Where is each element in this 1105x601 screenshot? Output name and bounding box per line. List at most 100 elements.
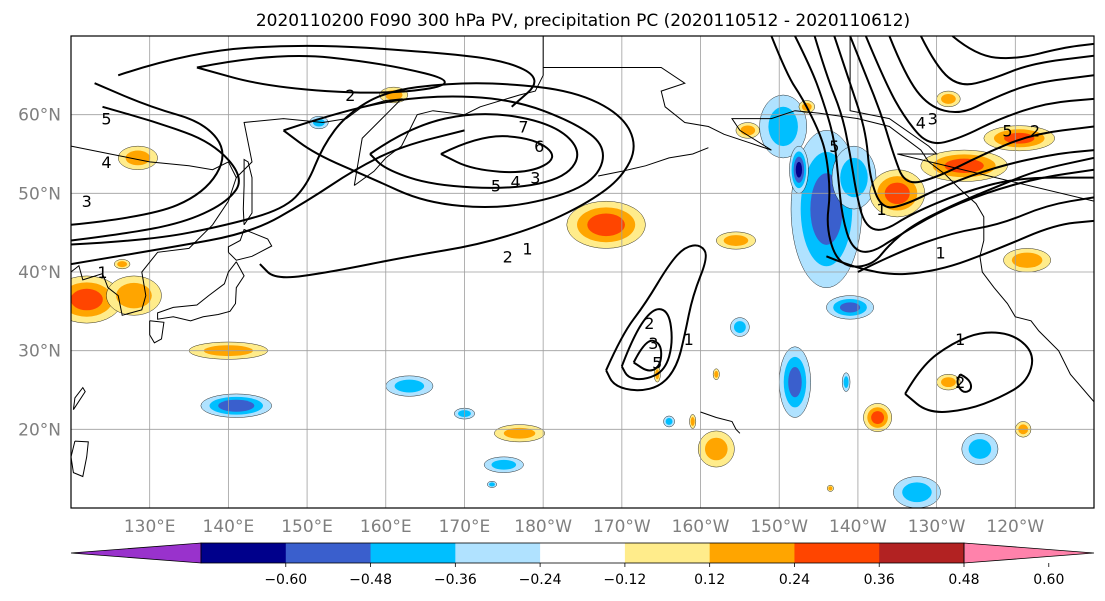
colorbar-segment-1 xyxy=(201,543,287,563)
lon-label-7: 160°W xyxy=(672,517,730,537)
pv-contour-2 xyxy=(71,82,635,279)
pv-contour-label-5: 6 xyxy=(534,137,544,156)
precip-anomaly-36 xyxy=(936,90,961,107)
pv-contour-label-9: 2 xyxy=(503,247,513,266)
pv-contour-24 xyxy=(826,219,1094,276)
pv-contour-label-3: 3 xyxy=(82,192,92,211)
precip-anomaly-18 xyxy=(712,368,720,380)
colorbar-label-3: −0.24 xyxy=(519,572,562,588)
colorbar-label-8: 0.48 xyxy=(948,572,979,588)
lon-label-4: 170°E xyxy=(439,517,491,537)
coastline-taiwan xyxy=(72,386,86,410)
precip-anomaly-12 xyxy=(487,481,497,488)
pv-contour-label-6: 5 xyxy=(491,176,501,195)
pv-contour-5 xyxy=(440,135,554,174)
pv-contour-13 xyxy=(956,373,973,393)
pv-contour-label-24: 1 xyxy=(935,243,945,262)
pv-contour-label-14: 1 xyxy=(684,330,694,349)
pv-contour-label-0: 2 xyxy=(345,86,355,105)
lon-label-9: 140°W xyxy=(829,517,887,537)
lon-label-5: 180°W xyxy=(514,517,572,537)
coastline-honshu xyxy=(157,261,245,322)
colorbar-segment-8 xyxy=(794,543,880,563)
colorbar-extend-min xyxy=(70,542,202,564)
precip-anomaly-23 xyxy=(863,403,892,432)
lon-label-8: 150°W xyxy=(750,517,808,537)
coastline-philippines xyxy=(71,440,89,478)
coastline-alaska-west xyxy=(543,67,1094,403)
coastline-aleutians xyxy=(598,147,709,177)
lon-label-1: 140°E xyxy=(203,517,255,537)
precip-anomaly-39 xyxy=(983,125,1055,152)
coastline-kamchatka xyxy=(354,36,544,186)
pv-contour-label-4: 7 xyxy=(518,117,528,136)
pv-contour-18 xyxy=(849,36,1094,184)
pv-contour-23 xyxy=(857,196,1094,273)
precip-anomaly-21 xyxy=(826,295,874,320)
precip-anomaly-29 xyxy=(936,374,961,391)
pv-contour-label-13: 3 xyxy=(648,334,658,353)
lon-label-3: 160°E xyxy=(360,517,412,537)
map-title: 2020110200 F090 300 hPa PV, precipitatio… xyxy=(256,11,910,31)
pv-contour-4 xyxy=(369,113,579,189)
colorbar-label-9: 0.60 xyxy=(1033,572,1064,588)
colorbar-segment-2 xyxy=(285,543,372,563)
precip-anomaly-14 xyxy=(697,430,735,468)
lon-label-2: 150°E xyxy=(281,517,333,537)
coastline-asia-mainland xyxy=(71,145,237,316)
lon-label-6: 170°W xyxy=(593,517,651,537)
coastline-hokkaido xyxy=(227,228,273,261)
lat-label-0: 60°N xyxy=(18,106,61,126)
colorbar-segment-7 xyxy=(709,543,795,563)
pv-contours xyxy=(71,36,1094,413)
pv-contour-label-17: 2 xyxy=(955,373,965,392)
pv-contour-3 xyxy=(282,95,604,209)
precip-anomaly-7 xyxy=(200,393,272,418)
pv-contour-8 xyxy=(71,129,465,266)
pv-contour-label-11: 1 xyxy=(97,263,107,282)
lat-label-3: 30°N xyxy=(18,342,61,362)
precip-anomaly-2 xyxy=(118,145,158,170)
colorbar-segment-3 xyxy=(370,543,456,563)
colorbar-segment-9 xyxy=(879,543,965,563)
latitude-labels: 60°N 50°N 40°N 30°N 20°N xyxy=(18,106,61,441)
precip-anomaly-1 xyxy=(106,275,162,316)
colorbar: −0.60 −0.48 −0.36 −0.24 −0.12 0.12 0.24 0.36 0.4… xyxy=(70,542,1095,588)
colorbar-label-2: −0.36 xyxy=(434,572,477,588)
colorbar-label-7: 0.36 xyxy=(864,572,895,588)
pv-contour-22 xyxy=(951,36,1094,60)
coastline-hawaii xyxy=(700,411,741,434)
colorbar-extend-max xyxy=(963,542,1095,564)
pv-contour-label-22: 2 xyxy=(1030,121,1040,140)
pv-contour-19 xyxy=(864,36,1094,145)
pv-contour-6 xyxy=(117,44,536,108)
precip-anomaly-25 xyxy=(893,476,941,508)
pv-contour-21 xyxy=(920,36,1094,86)
precip-anomaly-16 xyxy=(663,415,675,428)
colorbar-label-6: 0.24 xyxy=(779,572,810,588)
lat-label-2: 40°N xyxy=(18,263,61,283)
precip-anomaly-5 xyxy=(566,200,646,249)
colorbar-label-4: −0.12 xyxy=(603,572,646,588)
pv-contour-17 xyxy=(833,36,1094,209)
pv-contour-20 xyxy=(888,36,1094,114)
pv-contour-label-18: 5 xyxy=(829,137,839,156)
precip-anomaly-17 xyxy=(716,231,756,250)
pv-contour-label-16: 1 xyxy=(955,330,965,349)
pv-contour-label-15: 5 xyxy=(652,353,662,372)
precip-anomaly-15 xyxy=(689,414,697,429)
lon-label-11: 120°W xyxy=(986,517,1044,537)
lat-label-4: 20°N xyxy=(18,420,61,440)
colorbar-segment-6 xyxy=(624,543,711,563)
precip-anomaly-32 xyxy=(789,145,809,194)
colorbar-segment-5 xyxy=(540,543,626,563)
precipitation-shading xyxy=(71,86,1055,508)
colorbar-label-5: 0.12 xyxy=(694,572,725,588)
coastline-kyushu xyxy=(149,320,165,344)
pv-contour-label-19: 4 xyxy=(916,114,926,133)
pv-contour-label-12: 2 xyxy=(644,314,654,333)
colorbar-outline xyxy=(200,542,965,564)
